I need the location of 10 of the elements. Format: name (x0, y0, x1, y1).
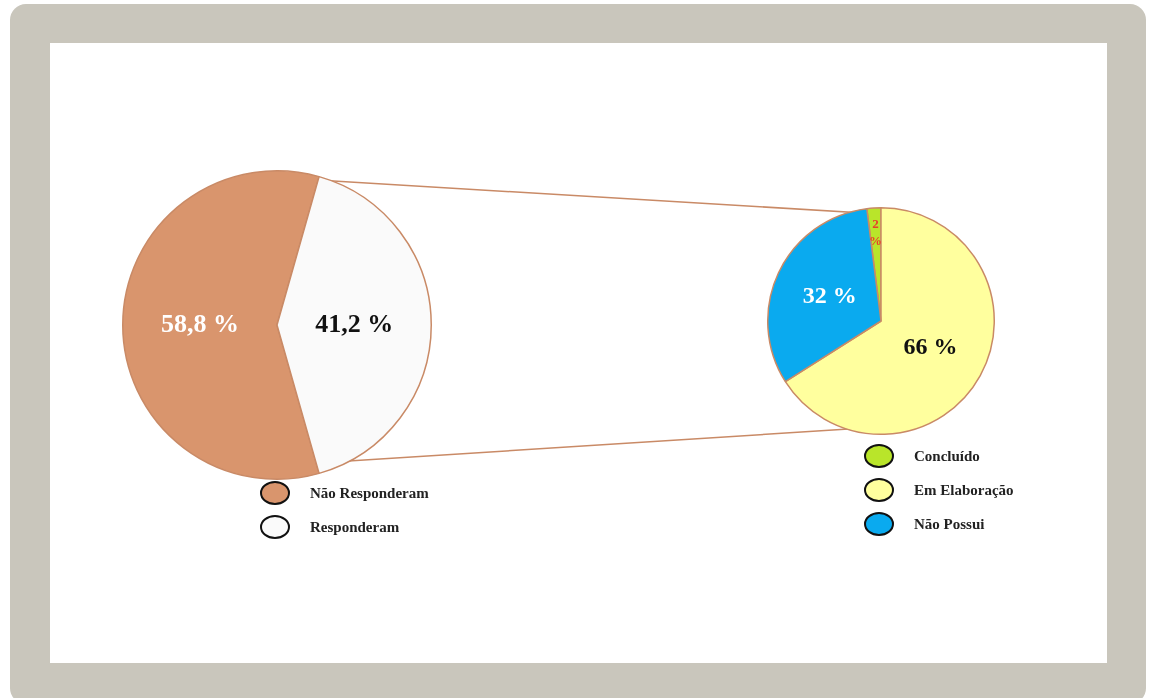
legend-label: Não Responderam (310, 484, 429, 502)
legend-label: Não Possui (914, 515, 985, 533)
legend-label: Concluído (914, 447, 980, 465)
data-label: 32 % (802, 282, 857, 309)
data-label: 66 % (903, 333, 958, 360)
data-label: 41,2 % (315, 308, 394, 338)
legend-label: Em Elaboração (914, 481, 1014, 499)
data-label: 58,8 % (160, 308, 239, 338)
slice-label: Responderam (310, 518, 400, 536)
data-label: 2 % (868, 215, 882, 248)
